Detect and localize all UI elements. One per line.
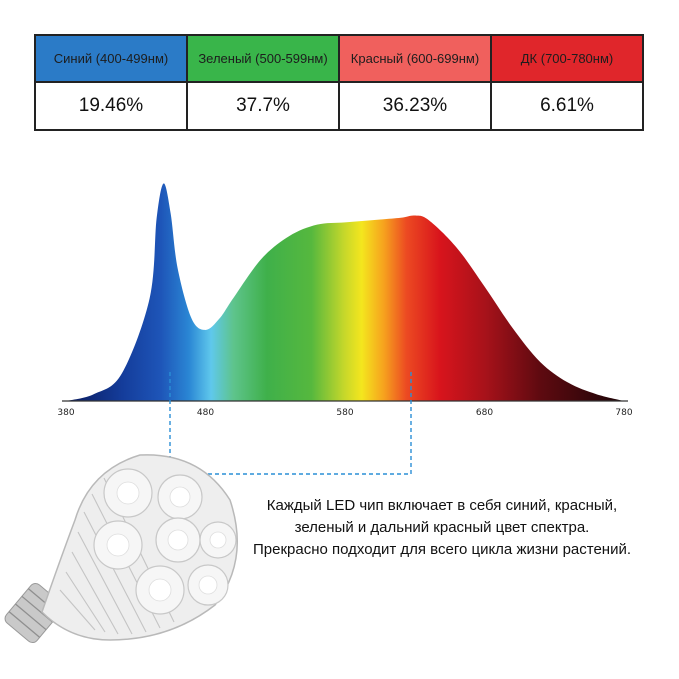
x-tick-label: 780 bbox=[615, 408, 632, 418]
header-red: Красный (600-699нм) bbox=[338, 34, 492, 83]
x-tick-label: 380 bbox=[57, 408, 74, 418]
table-header-row: Синий (400-499нм) Зеленый (500-599нм) Кр… bbox=[34, 34, 644, 83]
value-green: 37.7% bbox=[186, 81, 340, 131]
header-green: Зеленый (500-599нм) bbox=[186, 34, 340, 83]
spectrum-plot bbox=[66, 183, 624, 401]
header-far-red: ДК (700-780нм) bbox=[490, 34, 644, 83]
value-red: 36.23% bbox=[338, 81, 492, 131]
caption-line-1: Каждый LED чип включает в себя синий, кр… bbox=[266, 497, 618, 514]
led-bulb-image bbox=[4, 454, 239, 644]
value-far-red: 6.61% bbox=[490, 81, 644, 131]
spectrum-share-table: Синий (400-499нм) Зеленый (500-599нм) Кр… bbox=[34, 34, 644, 131]
x-tick-label: 580 bbox=[336, 408, 353, 418]
value-blue: 19.46% bbox=[34, 81, 188, 131]
caption-line-3: Прекрасно подходит для всего цикла жизни… bbox=[252, 541, 632, 558]
x-tick-label: 680 bbox=[476, 408, 493, 418]
caption-line-2: зеленый и дальний красный цвет спектра. bbox=[294, 519, 590, 536]
spectrum-area bbox=[66, 183, 624, 401]
x-tick-labels: 380 480 580 680 780 bbox=[57, 408, 632, 418]
header-blue: Синий (400-499нм) bbox=[34, 34, 188, 83]
led-chip-caption: Каждый LED чип включает в себя синий, кр… bbox=[232, 495, 652, 561]
x-tick-label: 480 bbox=[197, 408, 214, 418]
chip-callout-line bbox=[169, 372, 412, 475]
table-value-row: 19.46% 37.7% 36.23% 6.61% bbox=[34, 81, 644, 131]
